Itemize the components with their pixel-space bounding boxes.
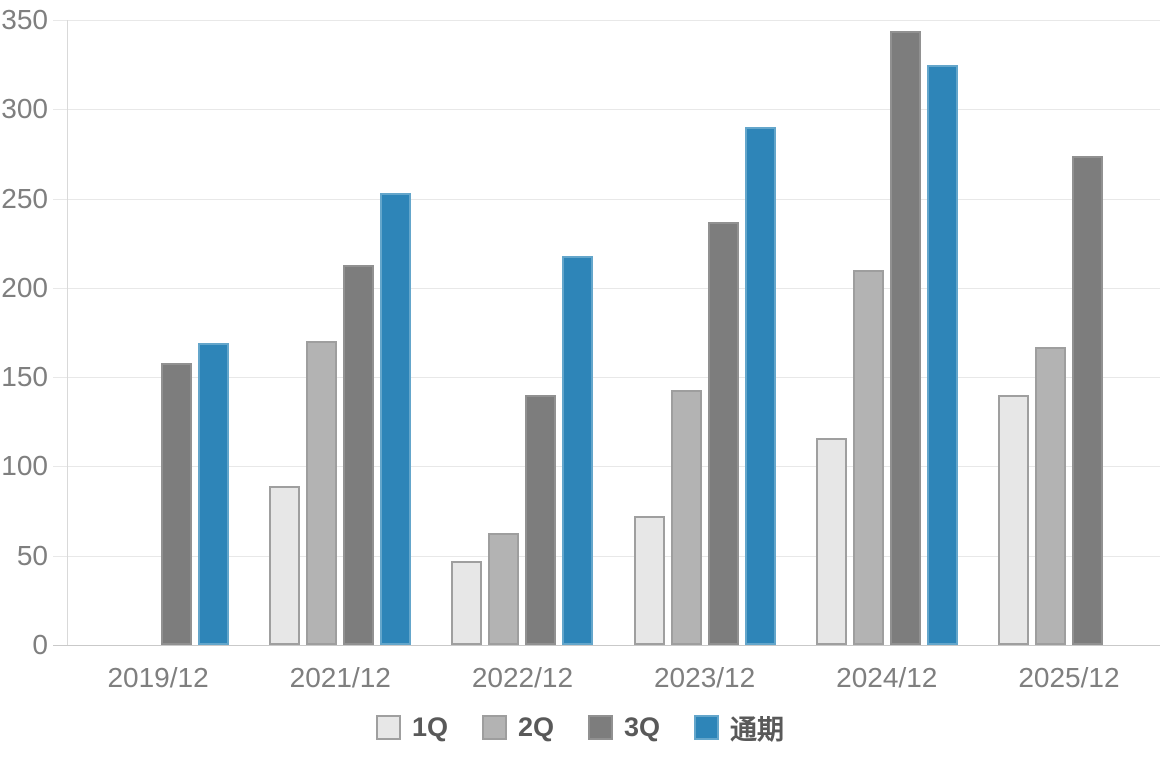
bar-1q-2023-12[interactable] [633, 516, 665, 645]
y-tick-label: 50 [16, 539, 48, 571]
x-tick-label: 2024/12 [836, 662, 938, 693]
legend-item-3q[interactable]: 3Q [588, 712, 660, 743]
legend-swatch-full-year [694, 715, 720, 740]
bar-2q-2022-12[interactable] [488, 532, 520, 645]
bar-3q-2025-12[interactable] [1071, 155, 1103, 645]
x-tick-label: 2021/12 [289, 662, 391, 693]
legend-item-2q[interactable]: 2Q [481, 712, 555, 743]
bar-1q-2024-12[interactable] [815, 437, 847, 645]
bar-2q-2021-12[interactable] [306, 341, 338, 645]
gridline [53, 377, 1160, 379]
bar-full-year-2019-12[interactable] [198, 343, 230, 645]
legend-item-1q[interactable]: 1Q [375, 712, 448, 743]
y-tick-label: 150 [1, 361, 48, 393]
x-axis-tick-labels: 2019/12 2021/12 2022/12 2023/12 2024/12 2025/… [67, 658, 1160, 698]
bar-1q-2025-12[interactable] [997, 395, 1029, 645]
legend: 1Q 2Q 3Q 通期 [0, 708, 1160, 747]
bar-3q-2022-12[interactable] [525, 395, 557, 645]
gridline [53, 287, 1160, 289]
legend-swatch-3q [588, 715, 614, 740]
legend-label-2q: 2Q [517, 712, 555, 742]
bar-3q-2019-12[interactable] [161, 362, 193, 645]
x-tick-label: 2023/12 [653, 662, 756, 693]
bar-3q-2023-12[interactable] [707, 221, 739, 645]
bar-full-year-2021-12[interactable] [380, 193, 412, 645]
y-tick-label: 200 [1, 271, 48, 303]
legend-label-1q: 1Q [411, 712, 448, 742]
x-tick-label: 2025/12 [1018, 662, 1120, 693]
y-tick-label: 250 [1, 182, 48, 214]
x-tick-label: 2019/12 [107, 662, 209, 693]
legend-item-full-year[interactable]: 通期 [694, 708, 784, 747]
x-tick-label: 2022/12 [471, 662, 574, 693]
bar-full-year-2023-12[interactable] [744, 127, 776, 645]
bar-2q-2025-12[interactable] [1034, 346, 1066, 645]
bar-full-year-2022-12[interactable] [562, 255, 594, 645]
bar-2q-2023-12[interactable] [670, 389, 702, 645]
bar-3q-2021-12[interactable] [343, 264, 375, 645]
bar-group-2025-12 [978, 20, 1160, 645]
bar-groups [67, 20, 1160, 645]
bar-group-2023-12 [614, 20, 796, 645]
bar-group-2019-12 [67, 20, 249, 645]
y-axis-line [67, 20, 68, 645]
gridline [53, 20, 1160, 21]
y-tick-label: 0 [32, 629, 48, 660]
legend-swatch-2q [481, 715, 507, 740]
legend-label-3q: 3Q [624, 712, 661, 742]
bar-group-2021-12 [249, 20, 431, 645]
bar-3q-2024-12[interactable] [889, 30, 921, 645]
y-tick-label: 300 [1, 93, 48, 125]
bar-1q-2021-12[interactable] [269, 486, 301, 645]
bar-1q-2022-12[interactable] [451, 561, 483, 645]
x-axis-baseline [53, 645, 1160, 646]
bar-2q-2024-12[interactable] [852, 270, 884, 645]
legend-swatch-1q [375, 715, 401, 740]
gridline [53, 466, 1160, 468]
legend-label-full-year: 通期 [730, 715, 785, 745]
bar-group-2022-12 [431, 20, 613, 645]
gridline [53, 198, 1160, 200]
gridline [53, 555, 1160, 557]
gridline [53, 109, 1160, 111]
bar-group-2024-12 [796, 20, 978, 645]
y-tick-label: 100 [1, 450, 48, 482]
y-tick-label: 350 [1, 4, 48, 35]
bar-full-year-2024-12[interactable] [926, 64, 958, 645]
